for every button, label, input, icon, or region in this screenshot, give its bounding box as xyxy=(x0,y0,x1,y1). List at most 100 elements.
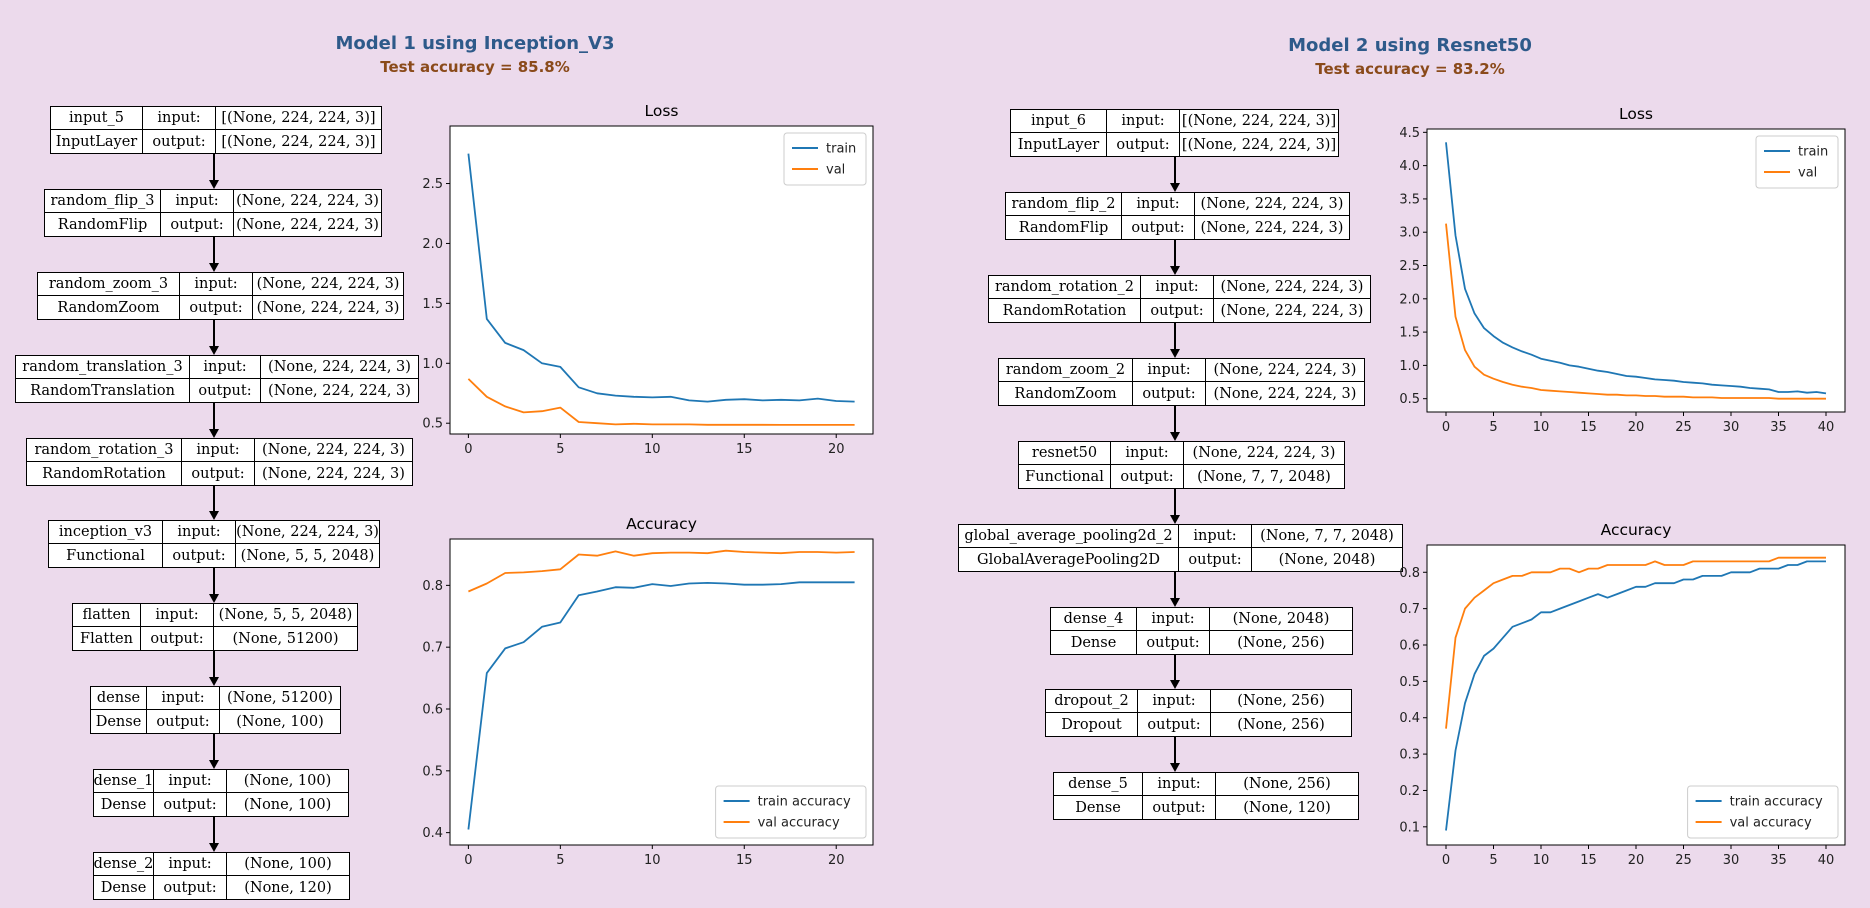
layer-type: GlobalAveragePooling2D xyxy=(959,548,1179,571)
input-shape: (None, 224, 224, 3) xyxy=(1195,193,1349,216)
arrow-head xyxy=(209,180,219,189)
flow-arrow xyxy=(1174,489,1176,516)
x-tick-label: 5 xyxy=(556,853,564,868)
x-tick-label: 10 xyxy=(644,442,661,457)
plot-frame xyxy=(449,538,874,846)
input-label: input: xyxy=(147,687,220,710)
output-shape: (None, 2048) xyxy=(1278,551,1376,568)
layer-box: random_flip_3 input: (None, 224, 224, 3) Ra… xyxy=(44,189,382,237)
output-shape: [(None, 224, 224, 3)] xyxy=(221,133,376,150)
input-shape: (None, 256) xyxy=(1211,690,1351,713)
arrow-head xyxy=(209,346,219,355)
legend-label: train xyxy=(826,142,856,157)
flow-arrow xyxy=(213,154,215,181)
x-tick-label: 30 xyxy=(1723,853,1740,868)
y-tick-label: 0.5 xyxy=(1399,675,1420,690)
output-shape: (None, 256) xyxy=(1237,634,1325,651)
legend: train val xyxy=(783,132,867,186)
layer-type: Functional xyxy=(1019,465,1111,488)
input-shape: [(None, 224, 224, 3)] xyxy=(216,107,381,130)
output-shape: (None, 224, 224, 3) xyxy=(236,216,379,233)
arrow-head xyxy=(209,594,219,603)
arrow-head xyxy=(1170,432,1180,441)
y-tick-label: 2.0 xyxy=(422,237,443,252)
y-tick-label: 0.2 xyxy=(1399,784,1420,799)
output-shape: (None, 120) xyxy=(244,879,332,896)
input-label: input: xyxy=(1111,442,1184,465)
flow-arrow xyxy=(1174,406,1176,433)
x-tick-label: 5 xyxy=(1489,420,1497,435)
legend: train val xyxy=(1755,135,1839,189)
x-tick-label: 0 xyxy=(1442,853,1450,868)
series-line-1 xyxy=(1445,223,1826,400)
legend: train accuracy val accuracy xyxy=(715,785,867,839)
x-tick-label: 0 xyxy=(464,442,472,457)
layer-box: random_zoom_2 input: (None, 224, 224, 3) Ra… xyxy=(998,358,1365,406)
input-shape: (None, 224, 224, 3) xyxy=(1184,442,1344,465)
y-tick-label: 0.8 xyxy=(422,579,443,594)
input-label: input: xyxy=(1122,193,1195,216)
input-label: input: xyxy=(1179,525,1252,548)
input-shape: (None, 224, 224, 3) xyxy=(261,356,418,379)
input-shape: (None, 224, 224, 3) xyxy=(234,190,381,213)
input-label: input: xyxy=(154,853,227,876)
input-shape: (None, 100) xyxy=(227,853,349,876)
input-label: input: xyxy=(1143,773,1216,796)
layer-name: random_translation_3 xyxy=(16,356,190,379)
flow-arrow xyxy=(1174,323,1176,350)
series-line-1 xyxy=(468,549,855,593)
model1-heading: Model 1 using Inception_V3 Test accuracy… xyxy=(300,33,650,76)
x-tick-label: 15 xyxy=(1580,853,1597,868)
chart-title: Accuracy xyxy=(1601,521,1672,539)
layer-name: dense_4 xyxy=(1051,608,1137,631)
arrow-head xyxy=(1170,763,1180,772)
output-label: output: xyxy=(1122,216,1195,239)
input-shape: (None, 224, 224, 3) xyxy=(1214,276,1370,299)
input-label: input: xyxy=(1137,608,1210,631)
arrow-head xyxy=(209,263,219,272)
layer-type: Dense xyxy=(94,876,154,899)
output-shape: (None, 256) xyxy=(1237,716,1325,733)
input-shape: (None, 224, 224, 3) xyxy=(236,521,379,544)
layer-type: Dense xyxy=(94,793,154,816)
layer-box: random_rotation_3 input: (None, 224, 224, … xyxy=(26,438,413,486)
x-tick-label: 15 xyxy=(736,853,753,868)
output-label: output: xyxy=(180,296,253,319)
y-tick-label: 0.6 xyxy=(422,703,443,718)
x-tick-label: 25 xyxy=(1675,853,1692,868)
output-shape: (None, 224, 224, 3) xyxy=(268,382,411,399)
input-label: input: xyxy=(180,273,253,296)
input-label: input: xyxy=(141,604,214,627)
legend-label: val xyxy=(826,163,845,178)
output-label: output: xyxy=(141,627,214,650)
output-label: output: xyxy=(161,213,234,236)
y-tick-label: 4.5 xyxy=(1399,126,1420,141)
layer-type: RandomFlip xyxy=(1006,216,1122,239)
y-tick-label: 2.0 xyxy=(1399,292,1420,307)
chart-title: Accuracy xyxy=(626,515,697,533)
output-label: output: xyxy=(1143,796,1216,819)
y-tick-label: 0.5 xyxy=(1399,392,1420,407)
layer-name: dense_2 xyxy=(94,853,154,876)
legend-label: train accuracy xyxy=(1730,795,1823,810)
arrow-head xyxy=(209,677,219,686)
layer-box: random_zoom_3 input: (None, 224, 224, 3) Ra… xyxy=(37,272,404,320)
layer-name: inception_v3 xyxy=(49,521,163,544)
legend-box xyxy=(783,132,867,186)
flow-arrow xyxy=(213,237,215,264)
output-shape: (None, 224, 224, 3) xyxy=(1200,219,1344,236)
flow-arrow xyxy=(1174,737,1176,764)
input-shape: (None, 2048) xyxy=(1210,608,1352,631)
output-label: output: xyxy=(1137,631,1210,654)
layer-type: Functional xyxy=(49,544,163,567)
layer-name: input_6 xyxy=(1011,110,1107,133)
output-shape: (None, 51200) xyxy=(232,630,339,647)
output-label: output: xyxy=(1107,133,1180,156)
x-tick-label: 5 xyxy=(1489,853,1497,868)
y-tick-label: 1.5 xyxy=(1399,326,1420,341)
series-line-1 xyxy=(1445,556,1826,729)
arrow-head xyxy=(209,760,219,769)
y-tick-label: 0.4 xyxy=(1399,711,1420,726)
input-shape: (None, 7, 7, 2048) xyxy=(1252,525,1402,548)
layer-name: random_zoom_3 xyxy=(38,273,180,296)
